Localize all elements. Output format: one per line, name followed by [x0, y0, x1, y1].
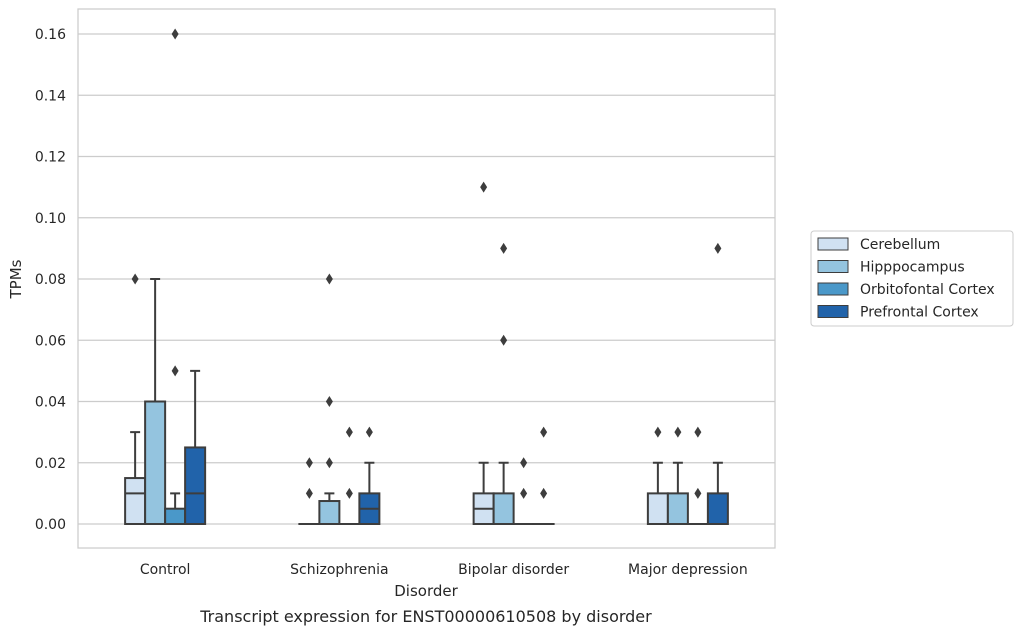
y-tick-labels: 0.00 0.02 0.04 0.06 0.08 0.10 0.12 0.14 0.16 [35, 27, 66, 533]
box-layer [124, 28, 729, 526]
box-hipppocampus [666, 426, 689, 525]
box-orbitofontal-cortex [164, 28, 187, 525]
box-prefrontal-cortex [532, 426, 555, 526]
outlier-point [325, 396, 333, 407]
outlier-point [694, 487, 702, 499]
box-cerebellum [124, 273, 147, 525]
box-body [706, 492, 729, 525]
outlier-point [345, 487, 353, 499]
outlier-point [654, 426, 662, 438]
legend-label: Hipppocampus [860, 260, 965, 276]
legend-frame [810, 230, 1014, 327]
outlier-point [520, 487, 528, 499]
legend-label: Cerebellum [860, 237, 940, 253]
box-hipppocampus [144, 278, 167, 525]
legend: Cerebellum Hipppocampus Orbitofontal Corte… [810, 230, 1014, 327]
x-tick-label: Control [140, 562, 191, 578]
x-tick-label: Major depression [628, 562, 748, 578]
outlier-point [325, 273, 333, 285]
outlier-point [131, 273, 139, 285]
plot-frame [77, 8, 776, 549]
outlier-point [674, 426, 682, 438]
grid-layer [78, 33, 775, 525]
legend-items: Cerebellum Hipppocampus Orbitofontal Corte… [817, 237, 995, 321]
box-prefrontal-cortex [706, 242, 729, 525]
chart-caption: Transcript expression for ENST0000061050… [199, 607, 652, 626]
outlier-point [500, 242, 508, 254]
outlier-point [171, 365, 179, 377]
outlier-point [520, 457, 528, 469]
y-tick-label: 0.14 [35, 88, 66, 104]
box-orbitofontal-cortex [512, 457, 535, 526]
outlier-point [480, 181, 488, 193]
box-prefrontal-cortex [358, 426, 381, 525]
box-body [318, 500, 341, 525]
outlier-point [500, 334, 508, 346]
x-tick-labels: Control Schizophrenia Bipolar disorder Majo… [140, 562, 748, 578]
y-tick-label: 0.02 [35, 456, 66, 472]
y-tick-label: 0.00 [35, 517, 66, 533]
box-body [184, 446, 207, 525]
y-tick-label: 0.10 [35, 211, 66, 227]
box-cerebellum [646, 426, 669, 525]
outlier-point [540, 487, 548, 499]
box-body [144, 400, 167, 525]
x-axis-title: Disorder [394, 582, 458, 600]
y-tick-label: 0.16 [35, 27, 66, 43]
box-body [646, 492, 669, 525]
box-body [492, 492, 515, 525]
y-tick-label: 0.12 [35, 150, 66, 166]
outlier-point [345, 426, 353, 438]
legend-label: Prefrontal Cortex [860, 305, 979, 321]
x-tick-label: Bipolar disorder [458, 562, 569, 578]
x-tick-label: Schizophrenia [290, 562, 388, 578]
legend-swatch [817, 237, 849, 251]
box-body [666, 492, 689, 525]
outlier-point [325, 457, 333, 469]
box-cerebellum [472, 181, 495, 525]
outlier-point [540, 426, 548, 438]
legend-swatch [817, 260, 849, 273]
legend-label: Orbitofontal Cortex [860, 282, 995, 298]
box-body [124, 477, 147, 525]
outlier-point [694, 426, 702, 438]
outlier-point [365, 426, 373, 438]
box-hipppocampus [492, 242, 515, 525]
legend-swatch [817, 282, 849, 296]
outlier-point [305, 487, 313, 499]
legend-swatch [817, 305, 849, 318]
y-tick-label: 0.04 [35, 395, 66, 411]
box-cerebellum [298, 457, 321, 526]
box-body [164, 507, 187, 525]
y-tick-label: 0.08 [35, 272, 66, 288]
y-tick-label: 0.06 [35, 333, 66, 349]
outlier-point [305, 457, 313, 469]
box-orbitofontal-cortex [338, 426, 361, 526]
outlier-point [171, 28, 179, 40]
box-orbitofontal-cortex [686, 426, 709, 526]
outlier-point [714, 242, 722, 254]
box-hipppocampus [318, 273, 341, 525]
box-prefrontal-cortex [184, 369, 207, 525]
y-axis-title: TPMs [7, 259, 25, 299]
